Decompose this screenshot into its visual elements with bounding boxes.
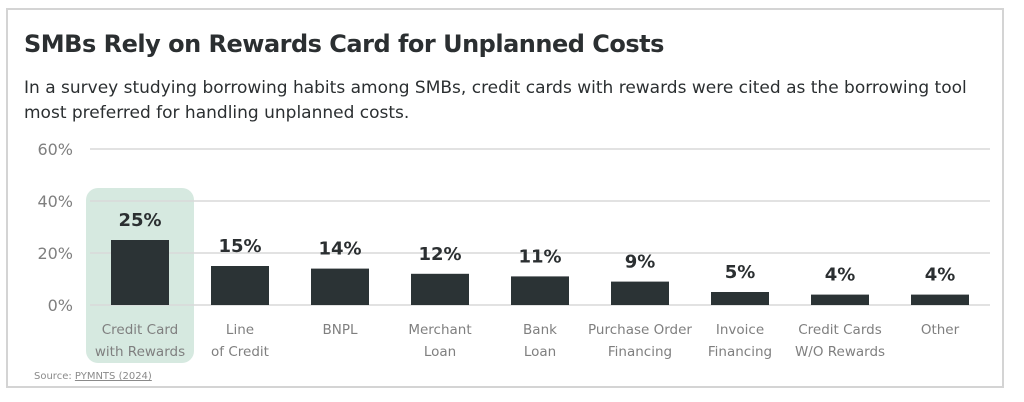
bar [511, 276, 569, 305]
x-tick-label: Invoice [716, 322, 764, 338]
y-tick-label: 40% [37, 192, 73, 211]
chart-frame [6, 8, 1004, 388]
x-tick-label: Loan [524, 344, 556, 360]
bar [811, 294, 869, 305]
data-label: 15% [218, 236, 261, 257]
bar [111, 240, 169, 305]
data-label: 11% [518, 246, 561, 267]
bar [711, 292, 769, 305]
x-tick-label: Credit Cards [798, 322, 882, 338]
x-tick-label: Financing [708, 344, 772, 360]
x-tick-label: Financing [608, 344, 672, 360]
data-label: 5% [725, 262, 756, 283]
data-label: 4% [825, 265, 856, 286]
x-tick-label: W/O Rewards [795, 344, 885, 360]
source-note: Source: PYMNTS (2024) [34, 371, 152, 382]
x-tick-label: Other [921, 322, 960, 338]
y-tick-label: 60% [37, 140, 73, 159]
x-tick-label: of Credit [211, 344, 269, 360]
data-label: 4% [925, 265, 956, 286]
x-tick-label: with Rewards [95, 344, 185, 360]
x-tick-label: Credit Card [102, 322, 178, 338]
data-label: 9% [625, 252, 656, 273]
bar [611, 281, 669, 305]
data-label: 14% [318, 239, 361, 260]
bar [311, 268, 369, 305]
bar [411, 273, 469, 305]
x-tick-label: Purchase Order [588, 322, 692, 338]
x-tick-label: Loan [424, 344, 456, 360]
y-tick-label: 20% [37, 244, 73, 263]
y-tick-label: 0% [48, 296, 73, 315]
bar [911, 294, 969, 305]
source-link[interactable]: PYMNTS (2024) [74, 371, 152, 382]
x-tick-label: BNPL [322, 322, 358, 338]
bar [211, 266, 269, 305]
source-prefix: Source: [34, 371, 75, 382]
x-tick-label: Bank [523, 322, 557, 338]
x-tick-label: Merchant [408, 322, 471, 338]
chart-subtitle: In a survey studying borrowing habits am… [24, 78, 967, 123]
data-label: 12% [418, 244, 461, 265]
x-tick-label: Line [226, 322, 254, 338]
chart-title: SMBs Rely on Rewards Card for Unplanned … [24, 30, 664, 58]
data-label: 25% [118, 210, 161, 231]
